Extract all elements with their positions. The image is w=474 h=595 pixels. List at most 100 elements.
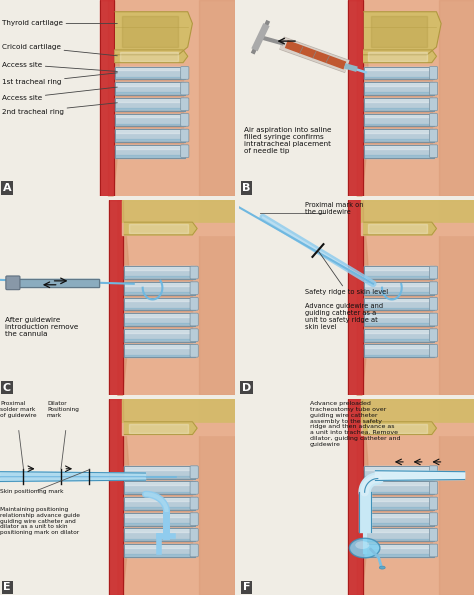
Polygon shape bbox=[366, 541, 432, 544]
Polygon shape bbox=[122, 200, 235, 395]
Polygon shape bbox=[364, 282, 434, 295]
Polygon shape bbox=[124, 544, 195, 548]
Polygon shape bbox=[118, 79, 183, 82]
Polygon shape bbox=[364, 12, 441, 55]
FancyBboxPatch shape bbox=[429, 67, 438, 79]
Polygon shape bbox=[115, 98, 185, 102]
Text: Access site: Access site bbox=[2, 62, 118, 71]
Polygon shape bbox=[118, 111, 183, 114]
Polygon shape bbox=[364, 323, 434, 326]
FancyBboxPatch shape bbox=[190, 282, 198, 295]
FancyBboxPatch shape bbox=[181, 98, 189, 111]
FancyBboxPatch shape bbox=[190, 298, 198, 310]
Polygon shape bbox=[364, 145, 434, 149]
Polygon shape bbox=[366, 478, 432, 481]
Polygon shape bbox=[127, 478, 192, 481]
Text: Air aspiration into saline
filled syringe confirms
intratracheal placement
of ne: Air aspiration into saline filled syring… bbox=[244, 127, 331, 154]
Polygon shape bbox=[124, 538, 195, 541]
Polygon shape bbox=[368, 224, 427, 233]
Text: Thyroid cartilage: Thyroid cartilage bbox=[2, 20, 118, 27]
Polygon shape bbox=[124, 422, 197, 434]
Polygon shape bbox=[439, 399, 474, 595]
Polygon shape bbox=[364, 98, 434, 111]
Polygon shape bbox=[115, 67, 185, 79]
Text: F: F bbox=[243, 582, 250, 592]
FancyBboxPatch shape bbox=[190, 329, 198, 342]
Polygon shape bbox=[364, 544, 434, 548]
Ellipse shape bbox=[379, 566, 385, 569]
FancyBboxPatch shape bbox=[429, 98, 438, 111]
Polygon shape bbox=[124, 508, 195, 510]
Polygon shape bbox=[124, 555, 195, 557]
Ellipse shape bbox=[356, 541, 369, 549]
Polygon shape bbox=[364, 523, 434, 525]
Polygon shape bbox=[115, 108, 185, 111]
Text: Safety ridge to skin level: Safety ridge to skin level bbox=[305, 250, 388, 295]
Polygon shape bbox=[364, 155, 434, 158]
Polygon shape bbox=[0, 472, 146, 481]
Polygon shape bbox=[124, 476, 195, 478]
FancyBboxPatch shape bbox=[429, 114, 438, 126]
FancyBboxPatch shape bbox=[181, 129, 189, 142]
Polygon shape bbox=[364, 114, 434, 126]
Polygon shape bbox=[364, 466, 434, 469]
Text: Skin positioning mark: Skin positioning mark bbox=[0, 489, 64, 494]
Polygon shape bbox=[361, 399, 474, 595]
Polygon shape bbox=[364, 422, 437, 434]
Polygon shape bbox=[124, 481, 195, 486]
Polygon shape bbox=[364, 266, 434, 270]
Polygon shape bbox=[118, 142, 183, 145]
Polygon shape bbox=[124, 298, 195, 301]
Polygon shape bbox=[366, 326, 432, 329]
Polygon shape bbox=[364, 77, 434, 79]
FancyBboxPatch shape bbox=[429, 266, 438, 279]
Polygon shape bbox=[364, 108, 434, 111]
Polygon shape bbox=[115, 50, 188, 62]
Polygon shape bbox=[115, 139, 185, 142]
Polygon shape bbox=[361, 223, 474, 235]
Polygon shape bbox=[109, 399, 123, 595]
Polygon shape bbox=[364, 266, 434, 279]
FancyBboxPatch shape bbox=[190, 266, 198, 279]
Polygon shape bbox=[115, 82, 185, 86]
Polygon shape bbox=[124, 329, 195, 342]
Polygon shape bbox=[366, 95, 432, 98]
Polygon shape bbox=[361, 200, 474, 223]
Polygon shape bbox=[118, 126, 183, 129]
Polygon shape bbox=[364, 313, 434, 317]
Polygon shape bbox=[364, 555, 434, 557]
FancyBboxPatch shape bbox=[181, 114, 189, 126]
Polygon shape bbox=[115, 145, 185, 158]
Polygon shape bbox=[124, 339, 195, 342]
FancyBboxPatch shape bbox=[190, 544, 198, 557]
Polygon shape bbox=[115, 129, 185, 133]
Polygon shape bbox=[364, 114, 434, 117]
Polygon shape bbox=[118, 95, 183, 98]
Polygon shape bbox=[200, 399, 235, 595]
Polygon shape bbox=[124, 329, 195, 333]
FancyBboxPatch shape bbox=[429, 313, 438, 326]
Polygon shape bbox=[124, 513, 195, 516]
Polygon shape bbox=[124, 222, 197, 235]
Text: Access site: Access site bbox=[2, 87, 118, 101]
Polygon shape bbox=[129, 424, 188, 433]
Polygon shape bbox=[364, 476, 434, 478]
FancyBboxPatch shape bbox=[429, 298, 438, 310]
Polygon shape bbox=[366, 494, 432, 497]
Polygon shape bbox=[364, 513, 434, 516]
FancyBboxPatch shape bbox=[429, 145, 438, 158]
Text: Advance preloaded
tracheostomy tube over
guiding wire catheter
assembly to the s: Advance preloaded tracheostomy tube over… bbox=[310, 401, 400, 447]
Polygon shape bbox=[115, 114, 185, 117]
Polygon shape bbox=[364, 528, 434, 533]
FancyBboxPatch shape bbox=[190, 481, 198, 494]
Polygon shape bbox=[364, 98, 434, 102]
Polygon shape bbox=[122, 200, 235, 223]
Polygon shape bbox=[375, 471, 465, 481]
Text: Proximal mark on
the guidewire: Proximal mark on the guidewire bbox=[305, 202, 364, 215]
Polygon shape bbox=[124, 528, 195, 533]
Polygon shape bbox=[364, 528, 434, 541]
Polygon shape bbox=[124, 282, 195, 295]
Polygon shape bbox=[124, 528, 195, 541]
Polygon shape bbox=[124, 298, 195, 310]
Polygon shape bbox=[200, 200, 235, 395]
